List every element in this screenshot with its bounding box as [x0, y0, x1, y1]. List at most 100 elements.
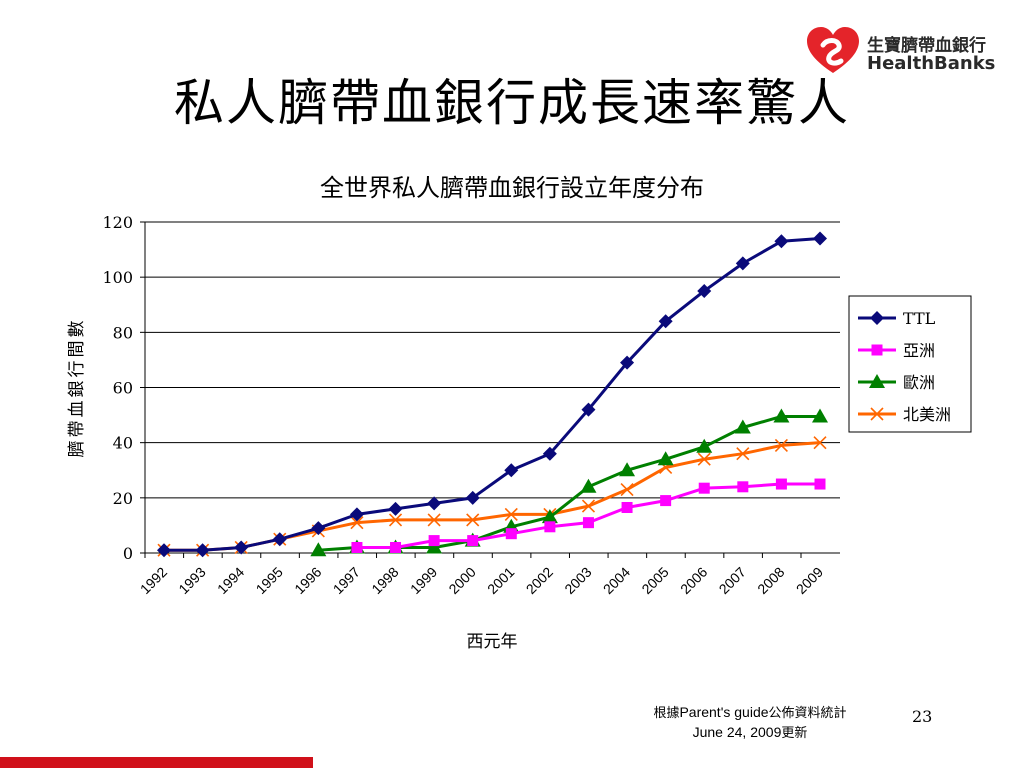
- x-tick-label: 2002: [523, 564, 556, 597]
- x-tick-label: 2007: [716, 564, 749, 597]
- x-tick-label: 1999: [407, 564, 440, 597]
- marker-stroke: [466, 513, 480, 527]
- legend-marker: [871, 344, 883, 356]
- data-point: [504, 507, 518, 521]
- footer-accent-bar: [0, 757, 313, 768]
- data-point: [426, 539, 443, 554]
- data-point: [735, 256, 750, 271]
- y-tick-label: 60: [113, 379, 133, 398]
- x-tick-label: 1997: [330, 564, 363, 597]
- data-point: [467, 535, 479, 547]
- data-point: [428, 535, 440, 547]
- data-point: [350, 516, 364, 530]
- x-tick-label: 1996: [291, 564, 324, 597]
- marker-stroke: [736, 447, 750, 461]
- marker-stroke: [427, 513, 441, 527]
- data-point: [814, 478, 826, 490]
- marker-stroke: [697, 452, 711, 466]
- x-tick-label: 2000: [445, 564, 478, 597]
- data-point: [697, 283, 712, 298]
- data-point: [541, 509, 558, 524]
- source-note: 根據Parent's guide公佈資料統計 June 24, 2009更新: [560, 703, 940, 743]
- legend-marker: [869, 374, 885, 388]
- data-point: [773, 408, 790, 423]
- data-point: [660, 495, 672, 507]
- data-point: [582, 517, 594, 529]
- data-point: [465, 490, 480, 505]
- data-point: [544, 521, 556, 533]
- legend-item: 北美洲: [858, 405, 951, 424]
- marker-stroke: [813, 436, 827, 450]
- x-tick-label: 2004: [600, 564, 633, 597]
- data-point: [580, 478, 597, 493]
- x-tick-label: 2008: [754, 564, 787, 597]
- x-tick-label: 2003: [561, 564, 594, 597]
- legend-marker: [870, 311, 884, 325]
- data-point: [195, 543, 210, 558]
- x-tick-label: 1998: [368, 564, 401, 597]
- data-point: [734, 419, 751, 434]
- data-point: [272, 532, 287, 547]
- marker-stroke: [870, 407, 884, 421]
- x-tick-label: 2005: [638, 564, 671, 597]
- marker-stroke: [388, 513, 403, 527]
- data-point: [813, 231, 827, 246]
- source-prefix: 根據: [653, 706, 680, 721]
- heart-logo-icon: [807, 27, 859, 73]
- data-point: [774, 234, 789, 249]
- data-point: [737, 481, 749, 493]
- data-point: [542, 446, 557, 461]
- data-point: [390, 541, 402, 553]
- y-tick-label: 100: [102, 268, 133, 287]
- y-tick-label: 120: [102, 213, 133, 232]
- x-tick-label: 2001: [484, 564, 517, 597]
- source-date-suffix: 更新: [781, 726, 808, 741]
- legend-label: 北美洲: [903, 405, 951, 424]
- data-point: [698, 482, 710, 494]
- logo-chinese-name: 生寶臍帶血銀行: [867, 36, 986, 56]
- marker-stroke: [774, 438, 788, 452]
- data-point: [234, 540, 249, 555]
- x-tick-label: 2009: [793, 564, 826, 597]
- legend-label: 歐洲: [903, 373, 935, 392]
- data-point: [581, 402, 596, 417]
- legend-label: TTL: [903, 309, 936, 328]
- legend-item: TTL: [858, 309, 936, 328]
- series-line: [356, 482, 820, 549]
- data-point: [620, 482, 634, 497]
- page-number: 23: [912, 707, 933, 726]
- slide-title: 私人臍帶血銀行成長速率驚人: [174, 74, 850, 132]
- y-tick-label: 80: [113, 323, 133, 342]
- y-tick-label: 40: [113, 434, 133, 453]
- data-point: [505, 528, 517, 540]
- legend-label: 亞洲: [903, 341, 935, 360]
- series-0: [157, 231, 827, 558]
- data-point: [774, 438, 788, 452]
- data-point: [581, 499, 596, 513]
- data-point: [621, 501, 633, 513]
- data-point: [427, 513, 441, 527]
- data-point: [657, 451, 674, 466]
- x-tick-label: 1995: [253, 564, 286, 597]
- marker-stroke: [350, 516, 364, 530]
- data-point: [620, 355, 635, 370]
- data-point: [311, 521, 326, 536]
- chart-title: 全世界私人臍帶血銀行設立年度分布: [320, 174, 704, 202]
- data-point: [349, 507, 364, 522]
- data-point: [466, 513, 480, 527]
- data-point: [697, 452, 711, 466]
- x-tick-label: 1993: [175, 564, 208, 597]
- data-point: [351, 541, 363, 553]
- y-tick-label: 20: [113, 489, 133, 508]
- data-point: [696, 438, 713, 453]
- legend-item: 歐洲: [858, 373, 935, 392]
- healthbanks-logo: 生寶臍帶血銀行 HealthBanks: [805, 25, 1005, 85]
- x-axis-label: 西元年: [467, 632, 518, 652]
- data-point: [658, 314, 673, 329]
- y-tick-label: 0: [123, 544, 133, 563]
- data-point: [813, 436, 827, 450]
- data-point: [736, 447, 750, 461]
- data-point: [619, 462, 636, 477]
- x-tick-label: 1992: [137, 564, 170, 597]
